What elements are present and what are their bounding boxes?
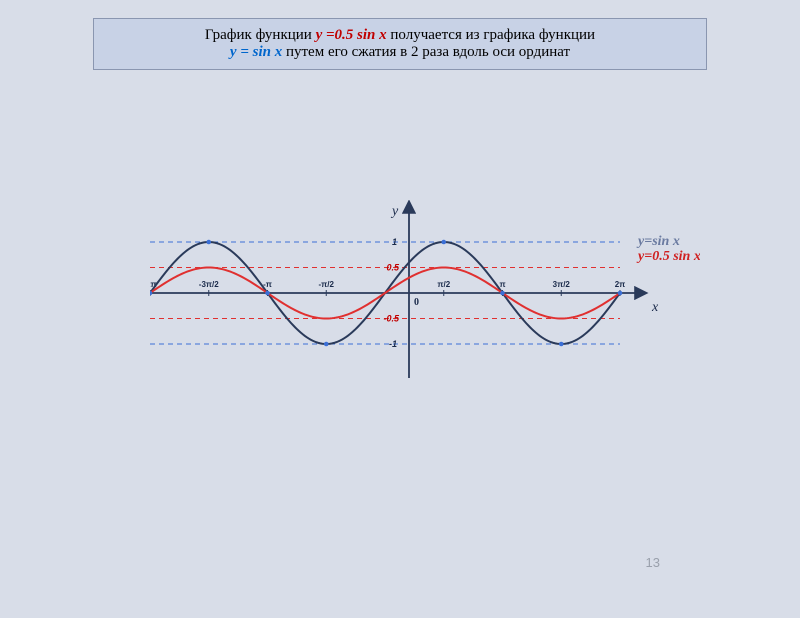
y-tick-label: 1 <box>392 237 397 247</box>
y-axis-label: y <box>390 204 399 219</box>
series-label-sin: y=sin x <box>636 234 680 249</box>
y-tick-label-half: 0.5 <box>386 263 400 273</box>
equation-half-sin: y =0.5 sin x <box>316 27 387 43</box>
x-tick-label: -3π/2 <box>199 280 219 289</box>
sine-chart: yx0-2π-3π/2-π-π/2π/2π3π/22π1-10.5-0.5y=s… <box>150 200 700 400</box>
marker-dot <box>441 240 446 245</box>
x-tick-label: -π/2 <box>319 280 335 289</box>
marker-dot <box>265 291 270 296</box>
y-tick-label: -1 <box>389 339 397 349</box>
desc-prefix: График функции <box>205 27 316 43</box>
x-tick-label: 3π/2 <box>553 280 571 289</box>
marker-dot <box>618 291 623 296</box>
y-tick-label-half: -0.5 <box>383 314 400 324</box>
desc-mid: получается из графика функции <box>387 27 595 43</box>
x-axis-label: x <box>651 300 659 315</box>
equation-sin: y = sin x <box>230 44 282 60</box>
marker-dot <box>559 342 564 347</box>
marker-dot <box>324 342 329 347</box>
series-label-half: y=0.5 sin x <box>636 249 700 264</box>
marker-dot <box>500 291 505 296</box>
x-tick-label: π <box>499 280 505 289</box>
description-box: График функции y =0.5 sin x получается и… <box>93 18 707 70</box>
page-number: 13 <box>646 555 660 570</box>
desc-suffix: путем его сжатия в 2 раза вдоль оси орди… <box>282 44 570 60</box>
marker-dot <box>206 240 211 245</box>
chart-container: yx0-2π-3π/2-π-π/2π/2π3π/22π1-10.5-0.5y=s… <box>150 200 700 400</box>
x-tick-label: 2π <box>615 280 626 289</box>
x-tick-label: π/2 <box>437 280 450 289</box>
origin-label: 0 <box>414 297 419 308</box>
